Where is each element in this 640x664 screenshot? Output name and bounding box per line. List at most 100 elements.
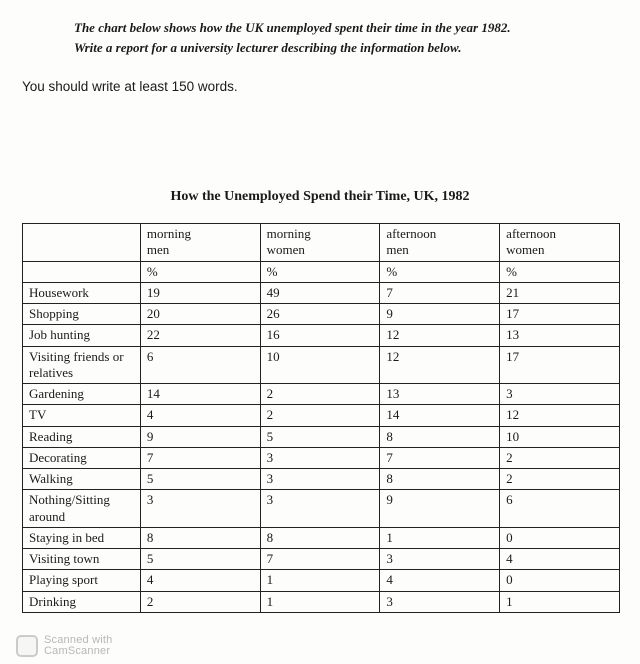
value-cell: 4 xyxy=(380,570,500,591)
value-cell: 2 xyxy=(260,405,380,426)
value-cell: 9 xyxy=(380,490,500,528)
value-cell: 14 xyxy=(380,405,500,426)
header-col-2: morning women xyxy=(260,224,380,262)
value-cell: 5 xyxy=(140,549,260,570)
value-cell: 13 xyxy=(380,384,500,405)
value-cell: 26 xyxy=(260,304,380,325)
activity-cell: Job hunting xyxy=(23,325,141,346)
value-cell: 9 xyxy=(140,426,260,447)
value-cell: 13 xyxy=(500,325,620,346)
activity-cell: Gardening xyxy=(23,384,141,405)
value-cell: 4 xyxy=(140,405,260,426)
watermark: Scanned with CamScanner xyxy=(16,635,112,658)
value-cell: 3 xyxy=(500,384,620,405)
header-label: morning xyxy=(267,226,311,241)
value-cell: 4 xyxy=(140,570,260,591)
table-title: How the Unemployed Spend their Time, UK,… xyxy=(14,189,626,205)
value-cell: 8 xyxy=(380,469,500,490)
value-cell: 6 xyxy=(140,346,260,384)
table-row: Nothing/Sitting around3396 xyxy=(23,490,620,528)
unit-cell: % xyxy=(140,261,260,282)
value-cell: 10 xyxy=(500,426,620,447)
table-row: Decorating7372 xyxy=(23,447,620,468)
value-cell: 22 xyxy=(140,325,260,346)
value-cell: 49 xyxy=(260,282,380,303)
header-label: men xyxy=(147,242,169,257)
value-cell: 0 xyxy=(500,570,620,591)
value-cell: 4 xyxy=(500,549,620,570)
table-header-row-1: morning men morning women afternoon men … xyxy=(23,224,620,262)
value-cell: 1 xyxy=(260,591,380,612)
table-row: Visiting friends or relatives6101217 xyxy=(23,346,620,384)
prompt-line-2: Write a report for a university lecturer… xyxy=(74,38,626,58)
activity-cell: Shopping xyxy=(23,304,141,325)
value-cell: 12 xyxy=(380,325,500,346)
table-row: Housework1949721 xyxy=(23,282,620,303)
value-cell: 8 xyxy=(140,527,260,548)
activity-cell: Housework xyxy=(23,282,141,303)
unit-cell: % xyxy=(380,261,500,282)
value-cell: 3 xyxy=(140,490,260,528)
unit-cell: % xyxy=(260,261,380,282)
value-cell: 17 xyxy=(500,346,620,384)
header-label: men xyxy=(386,242,408,257)
table-header-row-2: % % % % xyxy=(23,261,620,282)
value-cell: 1 xyxy=(380,527,500,548)
header-label: women xyxy=(506,242,544,257)
value-cell: 17 xyxy=(500,304,620,325)
value-cell: 3 xyxy=(260,490,380,528)
value-cell: 0 xyxy=(500,527,620,548)
value-cell: 3 xyxy=(380,591,500,612)
activity-cell: Visiting town xyxy=(23,549,141,570)
value-cell: 9 xyxy=(380,304,500,325)
value-cell: 7 xyxy=(140,447,260,468)
value-cell: 1 xyxy=(260,570,380,591)
header-col-1: morning men xyxy=(140,224,260,262)
value-cell: 8 xyxy=(380,426,500,447)
header-blank xyxy=(23,261,141,282)
value-cell: 7 xyxy=(260,549,380,570)
table-row: Gardening142133 xyxy=(23,384,620,405)
header-label: morning xyxy=(147,226,191,241)
table-row: Shopping2026917 xyxy=(23,304,620,325)
value-cell: 2 xyxy=(260,384,380,405)
activity-cell: Reading xyxy=(23,426,141,447)
value-cell: 5 xyxy=(260,426,380,447)
table-row: Job hunting22161213 xyxy=(23,325,620,346)
header-label: afternoon xyxy=(386,226,436,241)
header-col-3: afternoon men xyxy=(380,224,500,262)
watermark-line-2: CamScanner xyxy=(44,646,112,658)
activity-cell: Staying in bed xyxy=(23,527,141,548)
activity-cell: Drinking xyxy=(23,591,141,612)
instruction-text: You should write at least 150 words. xyxy=(22,79,626,94)
value-cell: 3 xyxy=(380,549,500,570)
activity-cell: TV xyxy=(23,405,141,426)
header-blank xyxy=(23,224,141,262)
value-cell: 21 xyxy=(500,282,620,303)
value-cell: 16 xyxy=(260,325,380,346)
value-cell: 5 xyxy=(140,469,260,490)
value-cell: 6 xyxy=(500,490,620,528)
value-cell: 2 xyxy=(140,591,260,612)
value-cell: 12 xyxy=(500,405,620,426)
value-cell: 19 xyxy=(140,282,260,303)
value-cell: 20 xyxy=(140,304,260,325)
table-row: Playing sport4140 xyxy=(23,570,620,591)
activity-cell: Nothing/Sitting around xyxy=(23,490,141,528)
table-row: TV421412 xyxy=(23,405,620,426)
table-row: Visiting town5734 xyxy=(23,549,620,570)
value-cell: 14 xyxy=(140,384,260,405)
value-cell: 10 xyxy=(260,346,380,384)
value-cell: 1 xyxy=(500,591,620,612)
value-cell: 2 xyxy=(500,469,620,490)
header-label: afternoon xyxy=(506,226,556,241)
activity-cell: Walking xyxy=(23,469,141,490)
value-cell: 8 xyxy=(260,527,380,548)
prompt-line-1: The chart below shows how the UK unemplo… xyxy=(74,18,626,38)
activity-cell: Decorating xyxy=(23,447,141,468)
watermark-icon xyxy=(16,635,38,657)
value-cell: 7 xyxy=(380,282,500,303)
unit-cell: % xyxy=(500,261,620,282)
value-cell: 3 xyxy=(260,469,380,490)
data-table: morning men morning women afternoon men … xyxy=(22,223,620,613)
